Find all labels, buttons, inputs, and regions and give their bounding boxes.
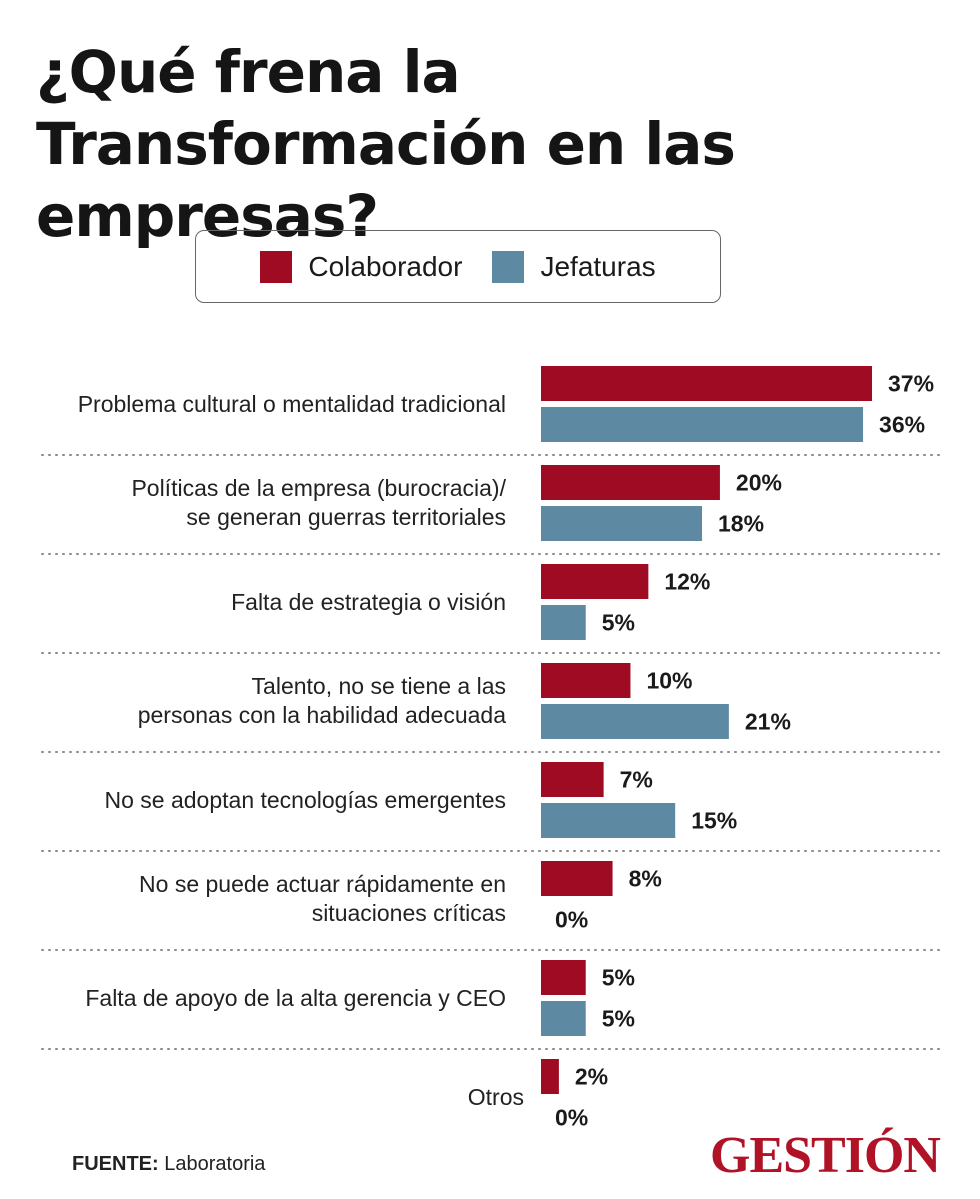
value-label-colaborador-2: 20% <box>736 470 782 496</box>
value-label-jefaturas-1: 36% <box>879 412 925 438</box>
source-note: FUENTE: Laboratoria <box>72 1153 265 1176</box>
bar-colaborador-4 <box>541 663 631 698</box>
gestion-logo: GESTIÓN <box>710 1127 941 1184</box>
category-label-4-line-2: personas con la habilidad adecuada <box>137 702 506 728</box>
category-label-4: Talento, no se tiene a las personas con l… <box>20 672 506 730</box>
bar-colaborador-3 <box>541 564 649 599</box>
category-label-2-line-1: Políticas de la empresa (burocracia)/ <box>131 475 506 501</box>
value-label-jefaturas-7: 5% <box>602 1006 635 1032</box>
legend-item-jefaturas: Jefaturas <box>492 250 656 283</box>
legend: Colaborador Jefaturas <box>195 230 721 303</box>
legend-label-colaborador: Colaborador <box>308 250 463 282</box>
value-label-colaborador-7: 5% <box>602 965 635 991</box>
bar-colaborador-1 <box>541 366 872 401</box>
bar-jefaturas-4 <box>541 704 729 739</box>
bar-jefaturas-2 <box>541 506 703 541</box>
category-label-7-line-1: Falta de apoyo de la alta gerencia y CEO <box>85 984 506 1011</box>
value-label-colaborador-1: 37% <box>888 371 934 397</box>
source-label: FUENTE: <box>72 1153 159 1175</box>
category-label-6: No se puede actuar rápidamente en situaci… <box>20 870 506 928</box>
value-label-jefaturas-5: 15% <box>691 808 737 834</box>
bar-colaborador-7 <box>541 960 586 995</box>
value-label-jefaturas-4: 21% <box>745 709 791 735</box>
bar-jefaturas-5 <box>541 803 676 838</box>
category-label-1-line-1: Problema cultural o mentalidad tradicion… <box>77 390 506 417</box>
value-label-colaborador-8: 2% <box>575 1064 608 1090</box>
legend-item-colaborador: Colaborador <box>260 250 463 283</box>
category-label-8-line-1: Otros <box>467 1083 524 1110</box>
legend-label-jefaturas: Jefaturas <box>540 250 656 282</box>
category-label-1: Problema cultural o mentalidad tradicion… <box>20 390 506 419</box>
category-label-8: Otros <box>20 1083 524 1112</box>
category-label-2: Políticas de la empresa (burocracia)/ se … <box>20 474 506 532</box>
bar-jefaturas-7 <box>541 1001 586 1036</box>
bar-jefaturas-3 <box>541 605 586 640</box>
category-label-3: Falta de estrategia o visión <box>20 588 506 617</box>
value-label-jefaturas-8: 0% <box>555 1105 588 1131</box>
value-label-jefaturas-2: 18% <box>718 511 764 537</box>
chart-title: ¿Qué frena la Transformación en las empr… <box>36 38 736 250</box>
bar-colaborador-5 <box>541 762 604 797</box>
value-label-jefaturas-3: 5% <box>602 610 635 636</box>
value-label-colaborador-3: 12% <box>664 569 710 595</box>
category-label-6-line-2: situaciones críticas <box>311 900 506 926</box>
value-label-jefaturas-6: 0% <box>555 907 588 933</box>
bar-colaborador-8 <box>541 1059 559 1094</box>
bar-colaborador-2 <box>541 465 720 500</box>
category-label-2-line-2: se generan guerras territoriales <box>186 504 506 530</box>
category-label-3-line-1: Falta de estrategia o visión <box>231 588 506 615</box>
category-label-7: Falta de apoyo de la alta gerencia y CEO <box>20 984 506 1013</box>
source-value: Laboratoria <box>164 1153 266 1175</box>
legend-swatch-colaborador <box>260 250 293 283</box>
value-label-colaborador-6: 8% <box>629 866 662 892</box>
value-label-colaborador-4: 10% <box>646 668 692 694</box>
category-label-5-line-1: No se adoptan tecnologías emergentes <box>104 786 507 813</box>
category-label-5: No se adoptan tecnologías emergentes <box>20 786 507 815</box>
category-label-4-line-1: Talento, no se tiene a las <box>251 673 506 699</box>
bar-jefaturas-1 <box>541 407 864 442</box>
legend-swatch-jefaturas <box>492 250 525 283</box>
category-label-6-line-1: No se puede actuar rápidamente en <box>139 871 506 897</box>
bar-colaborador-6 <box>541 861 613 896</box>
value-label-colaborador-5: 7% <box>620 767 653 793</box>
